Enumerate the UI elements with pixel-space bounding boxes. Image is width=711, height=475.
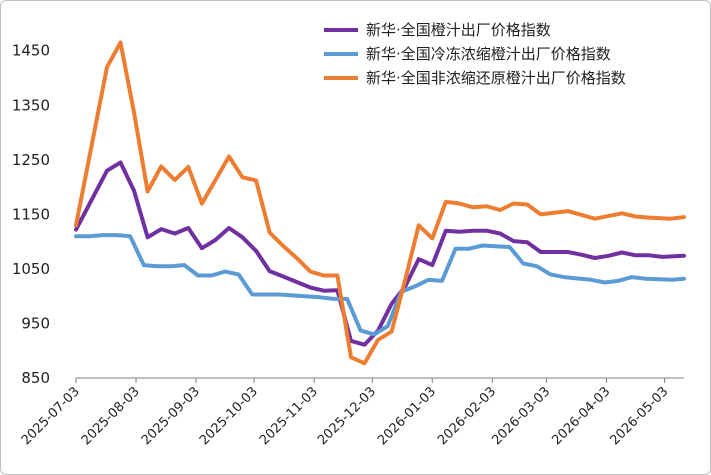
- legend: 新华·全国橙汁出厂价格指数新华·全国冷冻浓缩橙汁出厂价格指数新华·全国非浓缩还原…: [324, 21, 626, 87]
- x-tick-label: 2025-10-03: [197, 384, 261, 448]
- x-tick-label: 2026-03-03: [489, 384, 553, 448]
- x-tick-label: 2025-11-03: [257, 384, 321, 448]
- y-tick-label: 1450: [12, 42, 50, 60]
- legend-label-1: 新华·全国橙汁出厂价格指数: [366, 21, 551, 39]
- x-tick-label: 2025-09-03: [139, 384, 203, 448]
- y-tick-label: 1050: [12, 260, 50, 278]
- series-line-2: [74, 233, 686, 337]
- y-axis-ticks: 850 950 1050 1150 1250 1350 1450: [12, 42, 50, 387]
- x-tick-label: 2025-08-03: [79, 384, 143, 448]
- y-tick-label: 1250: [12, 151, 50, 169]
- y-tick-label: 850: [21, 369, 50, 387]
- y-tick-label: 1350: [12, 96, 50, 114]
- series-lines: [74, 40, 686, 366]
- x-tick-label: 2025-07-03: [19, 384, 83, 448]
- y-tick-label: 1150: [12, 205, 50, 223]
- legend-label-3: 新华·全国非浓缩还原橙汁出厂价格指数: [366, 69, 626, 87]
- y-tick-label: 950: [21, 314, 50, 332]
- x-tick-label: 2026-04-03: [549, 384, 613, 448]
- series-line-3: [74, 40, 686, 366]
- x-tick-label: 2026-01-03: [375, 384, 439, 448]
- x-axis-ticks: 2025-07-032025-08-032025-09-032025-10-03…: [19, 378, 671, 448]
- x-tick-label: 2025-12-03: [315, 384, 379, 448]
- legend-label-2: 新华·全国冷冻浓缩橙汁出厂价格指数: [366, 45, 611, 63]
- series-line-1: [74, 160, 686, 347]
- x-tick-label: 2026-05-03: [607, 384, 671, 448]
